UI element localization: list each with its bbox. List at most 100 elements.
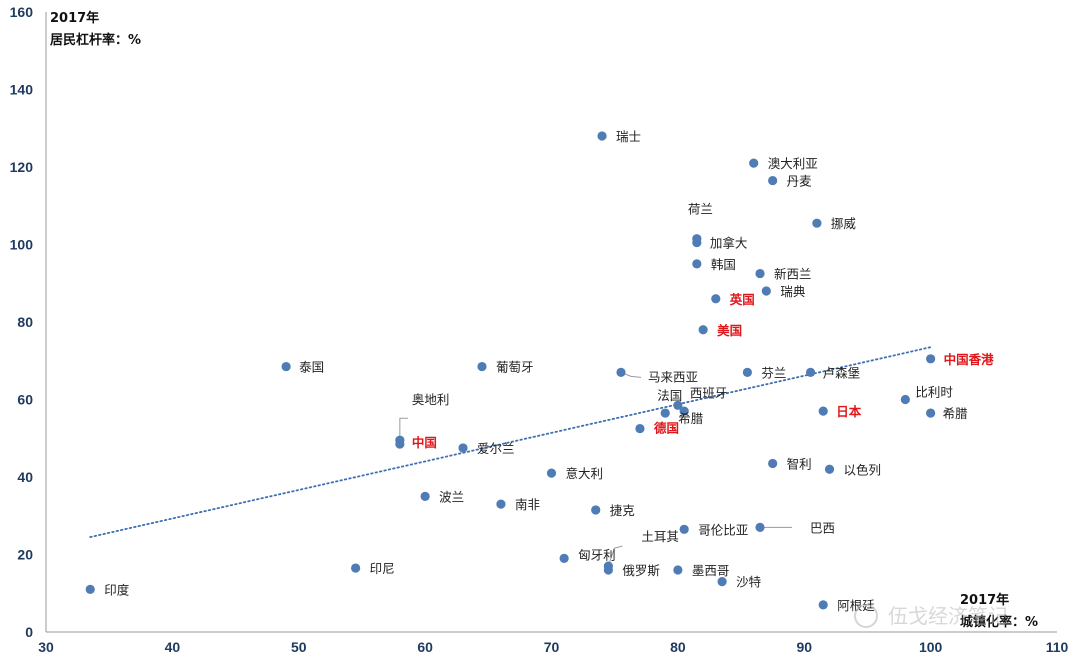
- data-point: [698, 325, 708, 335]
- data-point: [660, 408, 670, 418]
- x-tick-label: 30: [38, 639, 54, 655]
- axes: 30 40 50 60 70 80 90 100 110 0 20 40 60 80 100 120 140 16…: [10, 4, 1069, 655]
- y-axis-title-line2: 居民杠杆率：%: [50, 32, 141, 48]
- watermark: 伍戈经济笔记: [854, 604, 1008, 628]
- point-label: 挪威: [831, 216, 857, 231]
- data-point: [420, 491, 430, 501]
- x-tick-label: 40: [165, 639, 181, 655]
- data-point: [281, 361, 291, 372]
- point-label: 墨西哥: [692, 563, 730, 578]
- point-label: 法国: [657, 388, 682, 403]
- x-tick-label: 80: [670, 639, 686, 655]
- data-point: [616, 367, 626, 377]
- point-label: 印度: [104, 582, 130, 597]
- data-point: [742, 367, 752, 377]
- point-label: 葡萄牙: [496, 360, 534, 375]
- point-label: 芬兰: [761, 365, 786, 380]
- data-point: [395, 439, 405, 449]
- data-point: [749, 158, 759, 168]
- data-point: [824, 464, 835, 474]
- point-label: 希腊: [943, 406, 969, 421]
- point-label: 英国: [730, 292, 755, 307]
- y-axis-title-line1: 2017年: [50, 10, 99, 26]
- y-tick-label: 100: [10, 237, 34, 253]
- y-tick-label: 140: [10, 82, 34, 98]
- data-point: [679, 524, 689, 534]
- data-point: [755, 268, 765, 279]
- data-point: [692, 237, 702, 248]
- data-point: [818, 600, 828, 610]
- point-label: 丹麦: [787, 174, 813, 189]
- point-label: 土耳其: [641, 529, 679, 544]
- trendline: [89, 346, 932, 538]
- point-label: 西班牙: [690, 385, 728, 400]
- data-point: [591, 505, 601, 515]
- y-tick-label: 60: [17, 392, 33, 408]
- data-point: [673, 400, 683, 410]
- data-point: [635, 423, 645, 434]
- data-point: [85, 584, 95, 594]
- watermark-text: 伍戈经济笔记: [888, 604, 1008, 628]
- x-tick-label: 100: [919, 639, 943, 655]
- x-tick-label: 110: [1046, 639, 1069, 655]
- data-point: [603, 561, 613, 571]
- data-point: [818, 406, 828, 416]
- data-point: [559, 553, 569, 563]
- data-points: [85, 131, 936, 610]
- trendline-group: [89, 346, 932, 538]
- data-point: [351, 563, 361, 573]
- point-label: 德国: [654, 421, 679, 436]
- point-label: 奥地利: [412, 392, 450, 407]
- point-label: 阿根廷: [837, 598, 875, 613]
- x-tick-label: 60: [417, 639, 433, 655]
- data-point: [717, 577, 727, 587]
- x-tick-label: 70: [544, 639, 560, 655]
- point-label: 美国: [717, 323, 742, 338]
- point-label: 爱尔兰: [477, 441, 515, 456]
- data-point: [761, 286, 771, 296]
- data-point: [900, 394, 910, 405]
- data-point: [679, 406, 689, 416]
- point-label: 沙特: [736, 575, 761, 590]
- x-tick-label: 90: [796, 639, 812, 655]
- data-point: [477, 361, 487, 372]
- data-point: [768, 175, 778, 186]
- point-label: 瑞士: [616, 129, 641, 144]
- y-tick-label: 160: [10, 4, 34, 20]
- data-point: [673, 565, 683, 575]
- y-tick-label: 0: [25, 624, 33, 640]
- point-label: 韩国: [711, 257, 736, 272]
- data-point: [755, 522, 765, 532]
- x-axis-title-line2: 城镇化率：%: [960, 614, 1038, 630]
- x-axis-title-line1: 2017年: [960, 592, 1009, 608]
- data-point: [597, 131, 607, 141]
- point-label: 巴西: [810, 520, 835, 535]
- point-label: 波兰: [439, 489, 464, 504]
- point-label: 澳大利亚: [768, 156, 818, 171]
- data-point: [926, 354, 936, 364]
- wechat-logo-icon: [854, 604, 878, 628]
- point-label: 印尼: [370, 561, 395, 576]
- point-label: 荷兰: [688, 202, 713, 217]
- data-point: [692, 259, 702, 269]
- point-label: 日本: [836, 404, 862, 419]
- point-label: 智利: [787, 456, 812, 471]
- point-label: 比利时: [915, 385, 953, 400]
- point-label: 泰国: [299, 360, 324, 375]
- y-tick-label: 120: [10, 159, 34, 175]
- point-label: 以色列: [844, 462, 882, 477]
- data-point: [805, 367, 816, 377]
- data-point: [458, 443, 468, 453]
- point-label: 希腊: [678, 411, 704, 426]
- point-label: 马来西亚: [648, 369, 698, 384]
- data-point: [496, 499, 506, 509]
- data-point: [926, 408, 936, 418]
- point-label: 瑞典: [780, 284, 805, 299]
- leader-line: [607, 545, 623, 567]
- point-label: 卢森堡: [823, 365, 861, 380]
- data-point: [812, 218, 822, 228]
- x-tick-label: 50: [291, 639, 307, 655]
- y-tick-label: 40: [17, 469, 33, 485]
